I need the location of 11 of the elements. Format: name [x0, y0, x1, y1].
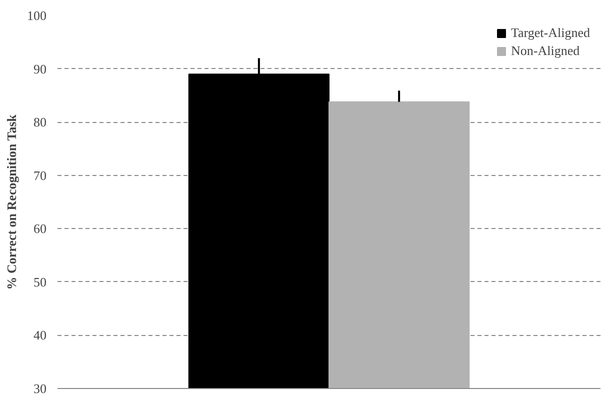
y-axis-title: % Correct on Recognition Task — [4, 114, 19, 290]
y-tick-label: 30 — [34, 381, 46, 396]
y-tick-label: 50 — [34, 274, 46, 290]
legend-label: Non-Aligned — [511, 43, 580, 59]
y-tick-label: 40 — [34, 328, 46, 343]
y-tick-label: 80 — [34, 114, 46, 130]
y-tick-label: 100 — [27, 8, 46, 23]
legend-label: Target-Aligned — [511, 25, 590, 41]
y-tick-label: 70 — [34, 168, 46, 183]
y-tick-label: 60 — [34, 221, 46, 236]
y-tick-label: 90 — [34, 61, 46, 76]
